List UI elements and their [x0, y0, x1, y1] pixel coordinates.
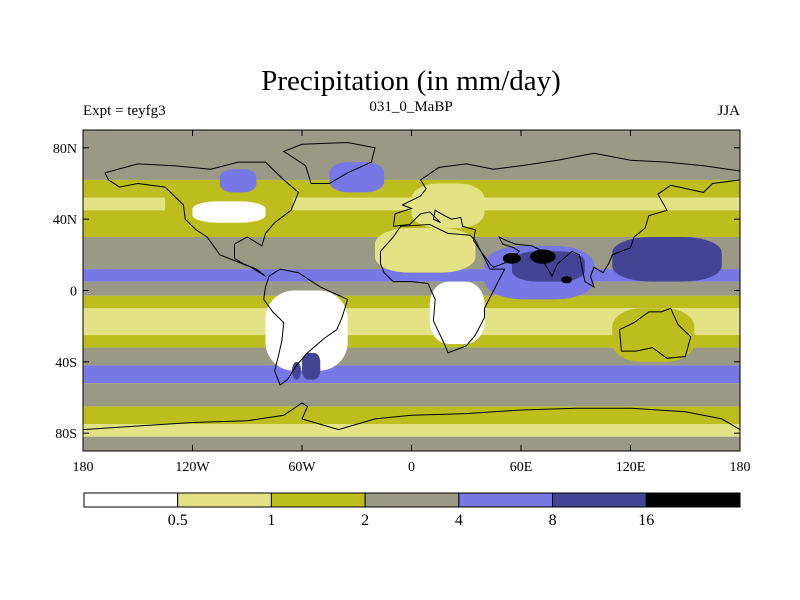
- colorbar-label-4: 8: [549, 512, 557, 529]
- africa-dry: [429, 281, 485, 344]
- lat-band-10: [83, 347, 740, 366]
- colorbar-label-2: 2: [361, 512, 369, 529]
- experiment-label: Expt = teyfg3: [83, 103, 166, 119]
- period-label: 031_0_MaBP: [369, 99, 452, 115]
- australia-coast: [619, 307, 692, 359]
- y-tick-label-0: 80N: [53, 142, 77, 157]
- lat-band-11: [83, 365, 740, 384]
- colorbar-swatch-6: [645, 492, 741, 508]
- antarctica-coast: [83, 402, 740, 431]
- south-atlantic-wet: [302, 352, 321, 380]
- heavy-rain-cell-2: [530, 249, 556, 264]
- colorbar: 0.5 1 2 4 8 16: [83, 492, 741, 529]
- colorbar-swatch-4: [458, 492, 554, 508]
- greenland-coast: [282, 141, 376, 184]
- x-axis: 180 120W 60W 0 60E 120E 180: [73, 130, 751, 475]
- chart-title: Precipitation (in mm/day): [261, 65, 561, 97]
- lat-band-0: [83, 130, 740, 180]
- y-tick-label-2: 0: [70, 285, 77, 300]
- south-america-coast: [263, 268, 349, 386]
- north-atlantic-wet: [329, 162, 385, 193]
- y-tick-label-1: 40N: [53, 213, 77, 228]
- lat-band-14: [83, 424, 740, 437]
- arctic-wet-cell: [219, 169, 257, 193]
- x-tick-label-5: 120E: [616, 460, 646, 475]
- north-america-coast: [104, 161, 300, 277]
- x-tick-label-1: 120W: [175, 460, 210, 475]
- x-tick-label-4: 60E: [510, 460, 533, 475]
- y-tick-label-4: 80S: [55, 427, 77, 442]
- australia-dry: [612, 308, 695, 362]
- coastlines: [83, 141, 740, 431]
- patagonia-cell: [291, 361, 302, 380]
- west-pacific-wet: [612, 237, 722, 282]
- x-tick-label-6: 180: [730, 460, 751, 475]
- colorbar-label-3: 4: [455, 512, 463, 529]
- heavy-rain-cell-3: [561, 276, 573, 284]
- colorbar-label-5: 16: [638, 512, 654, 529]
- heavy-rain-cell-1: [502, 253, 521, 264]
- precipitation-field: [83, 130, 740, 451]
- sahara-light: [375, 228, 476, 273]
- lat-band-7: [83, 295, 740, 309]
- season-label: JJA: [717, 103, 740, 119]
- x-tick-label-3: 0: [408, 460, 415, 475]
- y-tick-label-3: 40S: [55, 356, 77, 371]
- south-america-dry: [265, 290, 348, 371]
- colorbar-swatch-3: [364, 492, 460, 508]
- colorbar-swatch-5: [552, 492, 647, 508]
- lat-band-6: [83, 281, 740, 296]
- lat-band-12: [83, 383, 740, 407]
- y-axis: 80N 40N 0 40S 80S: [53, 142, 740, 442]
- central-asia-dry: [411, 183, 485, 229]
- colorbar-swatch-1: [177, 492, 272, 508]
- lat-band-9: [83, 335, 740, 348]
- colorbar-swatch-0: [83, 492, 179, 508]
- colorbar-swatch-2: [270, 492, 366, 508]
- monsoon-core: [511, 251, 585, 282]
- x-tick-label-2: 60W: [288, 460, 316, 475]
- africa-coast: [380, 223, 506, 354]
- eurasia-coast: [392, 152, 740, 289]
- x-tick-label-0: 180: [73, 460, 94, 475]
- lat-band-15: [83, 436, 740, 451]
- colorbar-label-0: 0.5: [168, 512, 188, 529]
- north-america-dry: [192, 201, 266, 223]
- colorbar-label-1: 1: [267, 512, 275, 529]
